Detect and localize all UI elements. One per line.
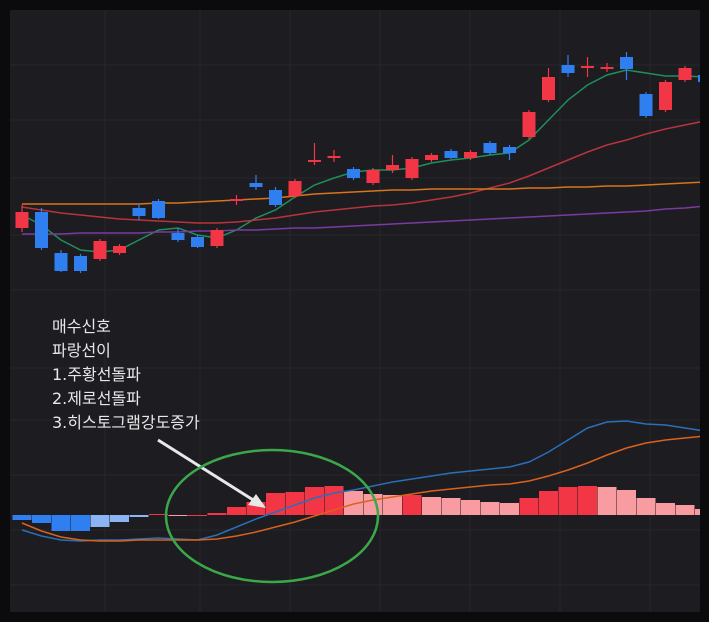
- histogram-bar: [480, 502, 500, 515]
- histogram-bar: [500, 503, 519, 515]
- histogram-bar: [656, 503, 675, 515]
- candle-body: [288, 181, 302, 196]
- note-line: 매수신호: [52, 317, 111, 336]
- candle-body: [132, 208, 146, 216]
- candle-body: [152, 201, 165, 218]
- candle-body: [405, 159, 419, 178]
- moving-average: [22, 205, 700, 235]
- highlight-circle: [164, 448, 380, 584]
- moving-average: [21, 121, 700, 224]
- histogram-bar: [12, 515, 32, 520]
- histogram-bar: [383, 495, 402, 515]
- candle-body: [483, 143, 497, 153]
- histogram-bar: [344, 491, 363, 515]
- histogram-bar: [110, 515, 129, 522]
- note-line: 1.주황선돌파: [52, 365, 141, 384]
- histogram-bar: [149, 514, 168, 515]
- histogram-bar: [461, 500, 480, 515]
- candle-body: [15, 212, 29, 228]
- moving-average: [21, 69, 700, 253]
- candle-body: [620, 57, 633, 69]
- histogram-bar: [90, 515, 110, 527]
- candle-body: [678, 68, 692, 80]
- candle-body: [659, 82, 672, 110]
- histogram-bar: [207, 513, 227, 515]
- histogram-bar: [539, 491, 558, 515]
- candle-body: [386, 165, 399, 170]
- candle-body: [639, 94, 653, 116]
- histogram-bar: [519, 498, 539, 515]
- arrow-head: [248, 494, 266, 508]
- candle-body: [561, 65, 575, 73]
- histogram-bar: [675, 505, 695, 515]
- histogram-bar: [71, 515, 90, 531]
- macd-line: [21, 435, 700, 542]
- candle-body: [74, 256, 87, 271]
- candle-body: [600, 67, 614, 69]
- histogram-bar: [129, 515, 149, 517]
- plot: [12, 52, 700, 542]
- candle-body: [249, 183, 263, 187]
- grid: [10, 10, 700, 612]
- candle-body: [113, 246, 126, 253]
- histogram-bar: [32, 515, 51, 523]
- histogram-bar: [422, 497, 441, 515]
- macd-line: [21, 420, 700, 542]
- annotation: 매수신호 파랑선이 1.주황선돌파 2.제로선돌파 3.히스토그램강도증가: [52, 317, 380, 584]
- candle-body: [93, 241, 107, 259]
- note-line: 파랑선이: [52, 341, 111, 360]
- candle-body: [191, 237, 204, 247]
- candle-body: [54, 253, 68, 271]
- candle-body: [522, 112, 536, 137]
- candle-body: [503, 147, 516, 153]
- histogram-bar: [558, 487, 578, 515]
- candle-body: [366, 170, 380, 183]
- histogram-bar: [441, 498, 461, 515]
- histogram-bar: [578, 486, 597, 515]
- candle-body: [425, 155, 438, 160]
- candle-body: [347, 169, 360, 178]
- histogram-bar: [168, 515, 188, 516]
- candle-body: [171, 233, 185, 240]
- candle-body: [269, 190, 282, 205]
- arrow: [157, 438, 259, 505]
- moving-average: [22, 181, 700, 205]
- histogram-bar: [402, 495, 422, 515]
- note-line: 3.히스토그램강도증가: [52, 413, 200, 432]
- histogram-bar: [305, 487, 324, 515]
- histogram-bar: [617, 490, 636, 515]
- histogram-bar: [636, 498, 656, 515]
- candle-body: [581, 66, 594, 68]
- candle-body: [308, 160, 321, 162]
- candle-body: [35, 212, 48, 248]
- candle-body: [230, 199, 243, 201]
- histogram-bar: [285, 492, 305, 515]
- note-line: 2.제로선돌파: [52, 389, 141, 408]
- histogram-bar: [695, 509, 700, 515]
- candle-body: [542, 77, 555, 100]
- histogram-bar: [324, 486, 344, 515]
- candle-body: [464, 152, 477, 158]
- candle-body: [210, 230, 224, 246]
- histogram-bar: [597, 487, 617, 515]
- candle-body: [444, 151, 458, 158]
- candle-body: [327, 156, 341, 158]
- candle-body: [698, 75, 700, 82]
- histogram-bar: [188, 515, 207, 516]
- histogram-bar: [227, 507, 246, 515]
- histogram-bar: [51, 515, 71, 531]
